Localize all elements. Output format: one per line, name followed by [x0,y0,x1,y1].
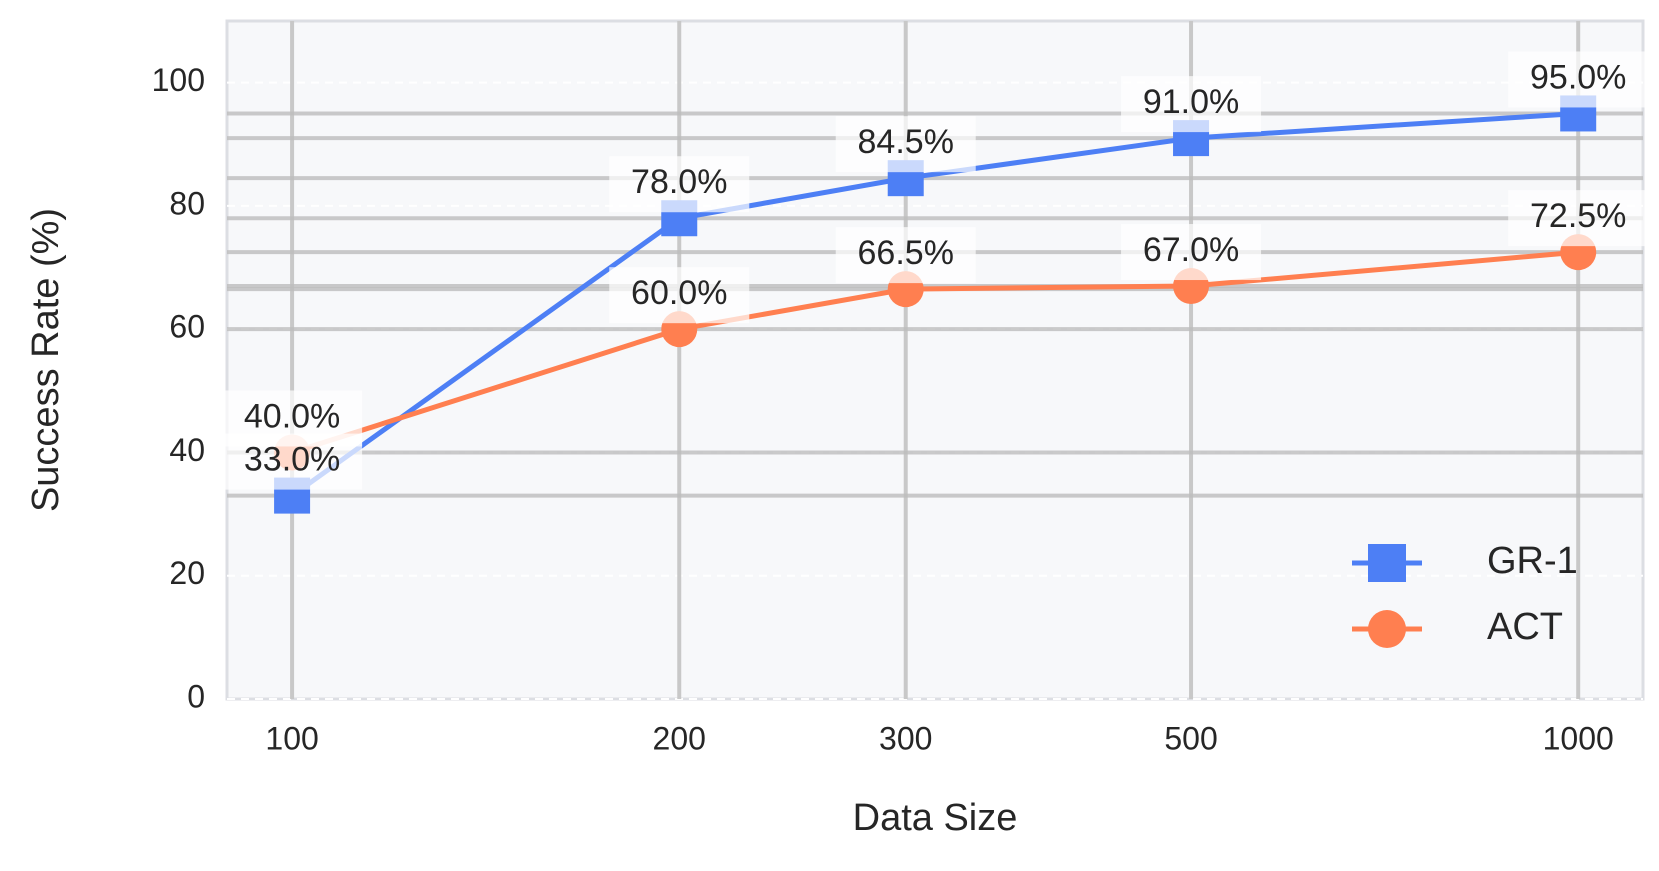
label-box [1121,224,1262,281]
x-tick-label: 500 [1164,720,1217,756]
data-label: 95.0% [1530,58,1626,96]
data-label: 66.5% [858,234,954,272]
x-tick-label: 200 [653,720,706,756]
legend-marker [1368,544,1406,582]
data-label: 67.0% [1143,231,1239,269]
label-box [835,227,976,284]
x-tick-label: 300 [879,720,932,756]
y-tick-label: 40 [169,432,205,468]
y-tick-label: 60 [169,309,205,345]
data-label: 33.0% [244,441,340,479]
legend-label: ACT [1487,606,1563,648]
label-box [609,267,750,324]
y-tick-label: 100 [152,62,205,98]
data-label: 60.0% [631,274,727,312]
y-tick-label: 0 [187,678,205,714]
label-box [1508,51,1649,108]
y-axis-label: Success Rate (%) [25,208,67,512]
label-box [1508,190,1649,247]
y-tick-label: 80 [169,185,205,221]
data-label: 91.0% [1143,83,1239,121]
data-label: 78.0% [631,163,727,201]
x-axis-label: Data Size [853,797,1018,839]
x-tick-label: 100 [265,720,318,756]
data-label: 72.5% [1530,197,1626,235]
x-tick-label: 1000 [1543,720,1614,756]
label-box [609,156,750,213]
label-box [835,116,976,173]
data-label: 40.0% [244,397,340,435]
legend-label: GR-1 [1487,540,1578,582]
legend-marker [1368,610,1406,648]
y-tick-label: 20 [169,555,205,591]
data-label: 84.5% [858,123,954,161]
label-box [222,390,363,447]
label-box [1121,76,1262,133]
